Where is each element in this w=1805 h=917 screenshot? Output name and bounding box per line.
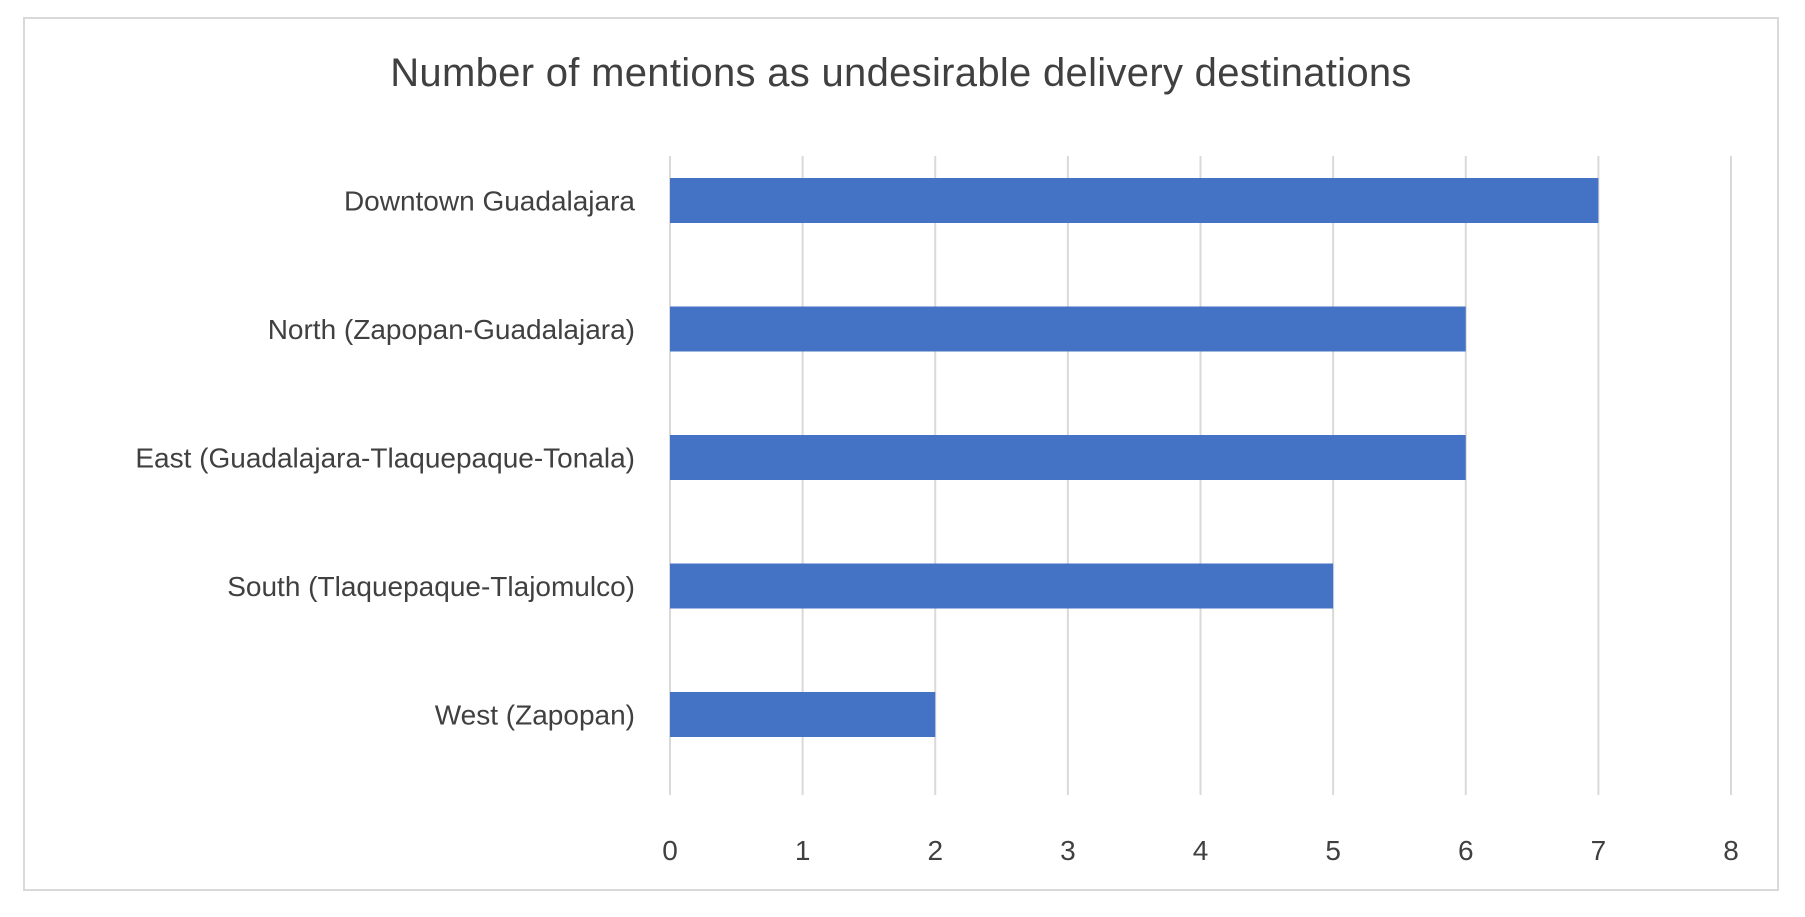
bar bbox=[670, 692, 936, 737]
bar bbox=[670, 563, 1334, 609]
y-axis-category-labels: Downtown Guadalajara North (Zapopan-Guada… bbox=[135, 186, 635, 731]
x-tick-label: 2 bbox=[927, 835, 943, 866]
category-label: South (Tlaquepaque-Tlajomulco) bbox=[227, 571, 635, 602]
x-tick-label: 1 bbox=[795, 835, 811, 866]
category-label: North (Zapopan-Guadalajara) bbox=[268, 314, 635, 345]
x-tick-label: 0 bbox=[662, 835, 678, 866]
x-tick-label: 4 bbox=[1193, 835, 1209, 866]
bar bbox=[670, 178, 1599, 223]
x-tick-label: 5 bbox=[1325, 835, 1341, 866]
bar bbox=[670, 306, 1466, 352]
x-tick-label: 8 bbox=[1723, 835, 1739, 866]
category-label: Downtown Guadalajara bbox=[344, 186, 635, 217]
x-tick-label: 6 bbox=[1458, 835, 1474, 866]
x-tick-label: 7 bbox=[1591, 835, 1607, 866]
bar bbox=[670, 435, 1466, 480]
x-tick-label: 3 bbox=[1060, 835, 1076, 866]
category-label: West (Zapopan) bbox=[435, 700, 635, 731]
x-axis-tick-labels: 0 1 2 3 4 5 6 7 8 bbox=[662, 835, 1739, 866]
category-label: East (Guadalajara-Tlaquepaque-Tonala) bbox=[135, 443, 635, 474]
chart-title: Number of mentions as undesirable delive… bbox=[390, 51, 1412, 95]
bars bbox=[670, 178, 1599, 737]
